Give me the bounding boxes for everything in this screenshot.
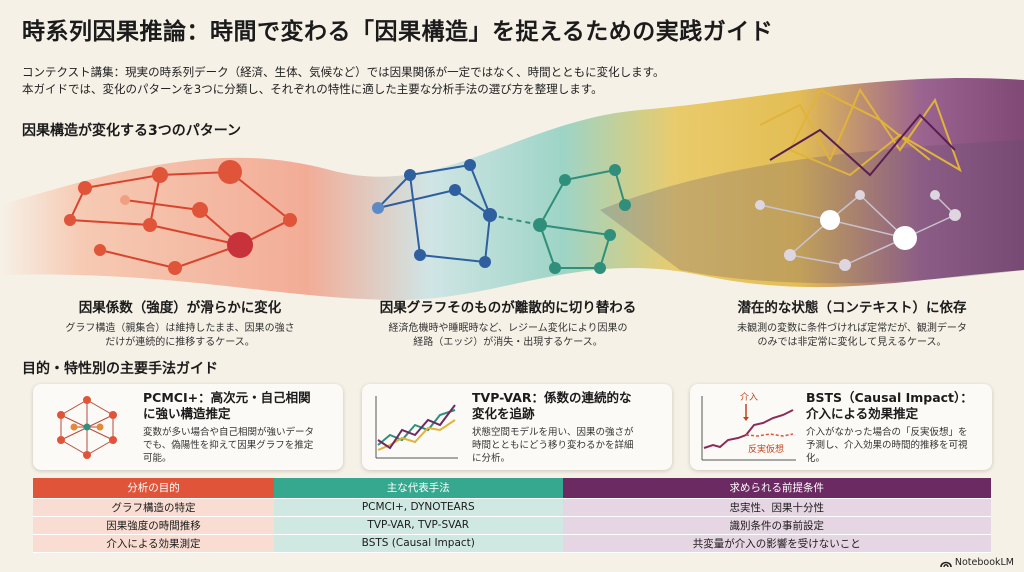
method-desc: 介入がなかった場合の「反実仮想」を 予測し、介入効果の時間的推移を可視 化。 [806,427,968,464]
notebooklm-logo: NotebookLM [940,557,1014,568]
logo-text: NotebookLM [954,557,1014,568]
table-cell: TVP-VAR, TVP-SVAR [273,516,563,535]
method-card-tvpvar: TVP-VAR：係数の連続的な 変化を追跡 状態空間モデルを用い、因果の強さが 時間… [362,384,672,470]
notebooklm-icon [940,561,952,567]
table-row: グラフ構造の特定 PCMCI+, DYNOTEARS 忠実性、因果十分性 [33,498,991,517]
pattern-title: 因果グラフそのものが離散的に切り替わる [379,300,637,316]
table-cell: BSTS (Causal Impact) [273,534,563,553]
table-header: 主な代表手法 [273,478,563,499]
intro-line-1: コンテクスト講集：現実の時系列デーク（経済、生体、気候など）では因果関係が一定で… [22,65,665,79]
method-card-bsts: 介入 反実仮想 BSTS（Causal Impact）： 介入による効果推定 介入… [690,384,992,470]
table-cell: 因果強度の時間推移 [33,516,274,535]
pattern-desc: 経済危機時や睡眠時など、レジーム変化により因果の 経路（エッジ）が消失・出現するケ… [388,323,628,348]
section-heading-methods: 目的・特性別の主要手法ガイド [22,361,218,377]
network-graph-icon [57,396,117,459]
method-card-pcmci: PCMCI+：高次元・自己相関 に強い構造推定 変数が多い場合や自己相関が強いデー… [33,384,343,470]
pattern-desc: グラフ構造（親集合）は維持したまま、因果の強さ だけが連続的に推移するケース。 [65,323,295,348]
summary-table: 分析の目的 主な代表手法 求められる前提条件 グラフ構造の特定 PCMCI+, … [33,478,991,553]
table-header: 求められる前提条件 [562,478,991,499]
intro-line-2: 本ガイドでは、変化のパターンを3つに分類し、それぞれの特性に適した主要な分析手法… [22,82,603,96]
method-title: BSTS（Causal Impact）： 介入による効果推定 [806,390,973,421]
method-title: PCMCI+：高次元・自己相関 に強い構造推定 [143,390,311,421]
pattern-switch: 因果グラフそのものが離散的に切り替わる 経済危機時や睡眠時など、レジーム変化によ… [358,296,658,350]
causal-impact-chart-icon: 介入 反実仮想 [701,392,796,461]
table-cell: 忠実性、因果十分性 [562,498,991,517]
table-cell: 識別条件の事前設定 [562,516,991,535]
pattern-smooth: 因果係数（強度）が滑らかに変化 グラフ構造（親集合）は維持したまま、因果の強さだ… [50,296,310,350]
table-cell: 共変量が介入の影響を受けないこと [562,534,991,553]
table-cell: グラフ構造の特定 [33,498,274,517]
table-header-row: 分析の目的 主な代表手法 求められる前提条件 [33,478,991,499]
table-header: 分析の目的 [33,478,274,499]
network-icon-switch [377,164,626,269]
pattern-title: 潜在的な状態（コンテキスト）に依存 [737,300,967,316]
pattern-latent: 潜在的な状態（コンテキスト）に依存 未観測の変数に条件づければ定常だが、観測デー… [712,296,992,350]
method-desc: 状態空間モデルを用い、因果の強さが 時間とともにどう移り変わるかを詳細 に分析。 [472,427,634,464]
table-cell: 介入による効果測定 [33,534,274,553]
method-title: TVP-VAR：係数の連続的な 変化を追跡 [472,390,632,421]
intervention-label: 介入 [740,392,758,403]
line-chart-icon [375,396,458,459]
pattern-title: 因果係数（強度）が滑らかに変化 [78,300,282,316]
table-row: 介入による効果測定 BSTS (Causal Impact) 共変量が介入の影響… [33,534,991,553]
method-desc: 変数が多い場合や自己相関が強いデータ でも、偽陽性を抑えて因果グラフを推定 可能。 [143,427,315,464]
section-heading-patterns: 因果構造が変化する3つのパターン [22,123,242,139]
intro-text: コンテクスト講集：現実の時系列デーク（経済、生体、気候など）では因果関係が一定で… [22,64,665,98]
table-row: 因果強度の時間推移 TVP-VAR, TVP-SVAR 識別条件の事前設定 [33,516,991,535]
pattern-desc: 未観測の変数に条件づければ定常だが、観測データ のみでは非定常に変化して見えるケー… [737,323,967,348]
counterfactual-label: 反実仮想 [748,443,784,455]
page-title: 時系列因果推論：時間で変わる「因果構造」を捉えるための実践ガイド [22,19,774,45]
table-cell: PCMCI+, DYNOTEARS [273,498,563,517]
